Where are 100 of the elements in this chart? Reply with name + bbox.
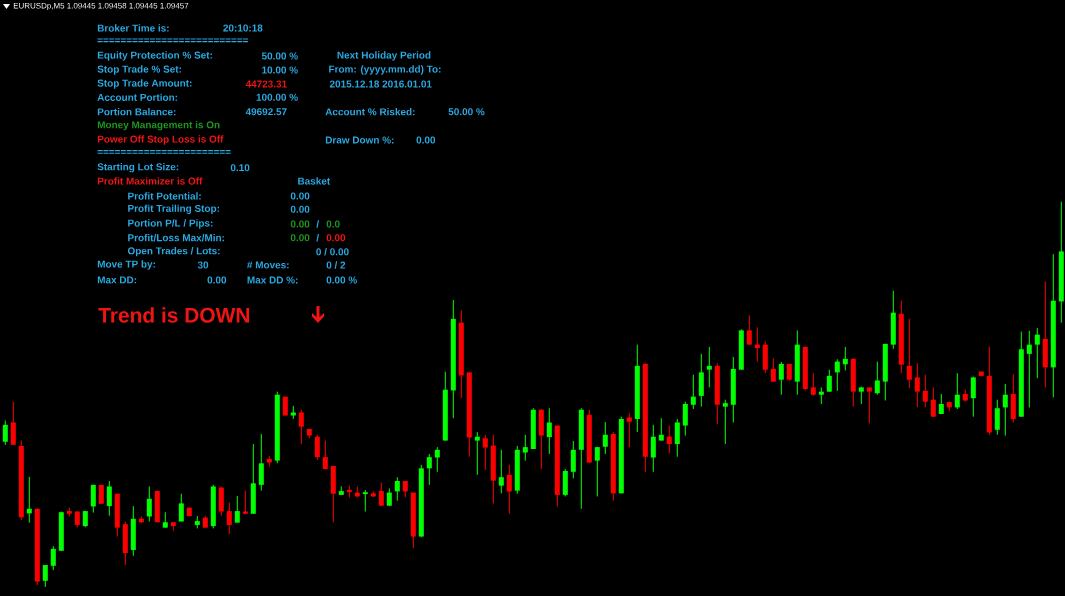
text: Account Portion: <box>97 93 178 101</box>
candlestick <box>154 490 160 523</box>
candlestick <box>178 493 184 522</box>
annotation: 0 / 0.00 <box>316 247 349 256</box>
candlestick <box>834 358 840 392</box>
candlestick <box>602 421 608 455</box>
text: Starting Lot Size: <box>97 163 179 173</box>
candlestick <box>298 409 304 445</box>
candlestick <box>378 482 384 507</box>
candlestick <box>866 386 872 424</box>
candlestick <box>10 401 16 446</box>
candlestick <box>418 464 424 538</box>
candlestick <box>530 407 536 450</box>
candlestick <box>554 425 560 507</box>
candlestick <box>322 440 328 470</box>
text: From: (yyyy.mm.dd) To: <box>329 65 441 75</box>
candlestick <box>794 329 800 396</box>
candlestick <box>642 362 648 473</box>
candlestick <box>722 399 728 445</box>
text: 0.10 <box>230 164 250 172</box>
candlestick <box>2 420 8 446</box>
candlestick <box>458 309 464 399</box>
annotation: Move TP by: <box>97 260 155 270</box>
candlestick <box>98 484 104 505</box>
candlestick <box>466 371 472 458</box>
candlestick <box>586 409 592 464</box>
annotation: Profit/Loss Max/Min: <box>128 233 224 242</box>
candlestick <box>634 344 640 433</box>
annotation: Max DD: <box>97 276 137 284</box>
candlestick <box>738 328 744 371</box>
text: Account % Risked: <box>325 108 415 116</box>
annotation: 0 / 2 <box>326 261 346 269</box>
candlestick <box>1026 330 1032 408</box>
candlestick <box>482 434 488 471</box>
candlestick <box>666 425 672 454</box>
candlestick <box>234 495 240 524</box>
candlestick <box>994 399 1000 436</box>
candlestick <box>522 434 528 462</box>
candlestick <box>906 318 912 389</box>
text: Next Holiday Period <box>337 51 431 61</box>
candlestick <box>410 492 416 549</box>
candlestick <box>394 476 400 502</box>
candlestick <box>146 485 152 522</box>
candlestick <box>18 440 24 521</box>
candlestick <box>674 418 680 458</box>
annotation: 0.0 <box>326 220 340 228</box>
text: 50.00 % <box>448 108 485 116</box>
candlestick <box>650 424 656 473</box>
candlestick <box>42 564 48 588</box>
candlestick <box>490 434 496 504</box>
candlestick <box>34 507 40 586</box>
candlestick <box>690 374 696 410</box>
candlestick <box>562 468 568 497</box>
candlestick <box>914 362 920 408</box>
text: 100.00 % <box>256 93 298 101</box>
annotation: # Moves: <box>247 261 289 269</box>
annotation: Profit Trailing Stop: <box>128 204 219 214</box>
candlestick <box>450 299 456 419</box>
candlestick <box>50 545 56 571</box>
annotation: 0.00 % <box>326 276 357 284</box>
candlestick <box>594 446 600 497</box>
candlestick <box>1010 373 1016 423</box>
candlestick <box>474 431 480 476</box>
candlestick <box>114 493 120 538</box>
annotation: 0.00 <box>290 220 310 228</box>
text: Equity Protection % Set: <box>97 51 212 61</box>
candlestick <box>682 401 688 437</box>
candlestick <box>714 362 720 425</box>
annotation: 0.00 <box>290 234 310 242</box>
candlestick <box>210 484 216 529</box>
candlestick <box>1034 327 1040 379</box>
candlestick <box>90 484 96 514</box>
text: Profit Potential: <box>128 192 201 200</box>
text: 10.00 % <box>262 66 298 74</box>
text: ========================== <box>97 38 249 43</box>
annotation: 0.00 <box>207 276 227 284</box>
candlestick <box>130 505 136 557</box>
candlestick <box>882 343 888 401</box>
candlestick <box>258 433 264 492</box>
candlestick <box>538 408 544 470</box>
candlestick <box>514 445 520 495</box>
text: Broker Time is: <box>97 24 169 32</box>
annotation: / <box>316 233 319 242</box>
annotation: Portion P/L / Pips: <box>128 219 213 229</box>
candlestick <box>330 465 336 523</box>
text: Stop Trade % Set: <box>97 65 181 75</box>
candlestick <box>58 510 64 552</box>
annotation: Open Trades / Lots: <box>127 247 220 257</box>
candlestick <box>218 485 224 517</box>
candlestick <box>106 480 112 517</box>
candlestick <box>874 361 880 396</box>
candlestick <box>706 346 712 388</box>
annotation: 30 <box>197 261 209 269</box>
candlestick <box>426 453 432 486</box>
candlestick <box>850 357 856 408</box>
candlestick <box>282 396 288 417</box>
text: 0.00 <box>290 192 310 200</box>
annotation: 0.00 <box>290 205 310 213</box>
candlestick <box>242 490 248 515</box>
text: Portion Balance: <box>97 108 176 116</box>
